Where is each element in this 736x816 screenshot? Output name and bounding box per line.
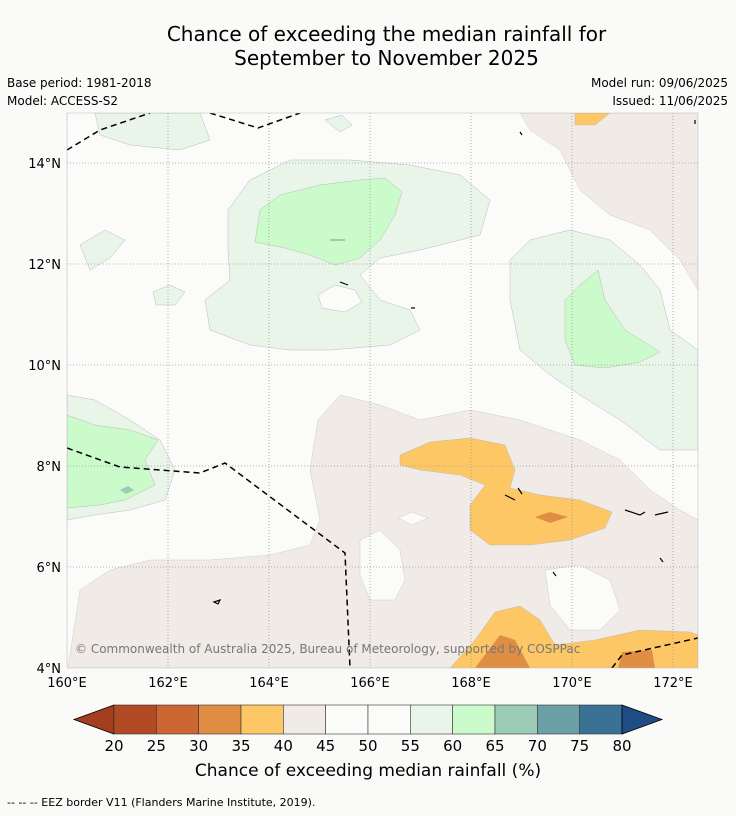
colorbar-segment-40-45: [283, 704, 326, 735]
colorbar-tick-70: 70: [528, 737, 547, 755]
colorbar-segment-65-70: [494, 704, 538, 735]
eez-borders: [67, 113, 698, 668]
title-line-2: September to November 2025: [234, 46, 539, 70]
region-55-60-small-1: [152, 284, 186, 306]
model-run: Model run: 09/06/2025: [590, 76, 728, 90]
colorbar-tick-35: 35: [231, 737, 250, 755]
lat-tick-12: 12°N: [28, 258, 61, 273]
colorbar-tick-60: 60: [443, 737, 462, 755]
lon-tick-164: 164°E: [249, 676, 289, 691]
lon-tick-160: 160°E: [47, 676, 87, 691]
colorbar-segment-60-65: [452, 704, 496, 735]
colorbar-segment-25-30: [156, 704, 199, 735]
colorbar: 20 25 30 35 40 45 50 55 60 65 70 75 80: [72, 704, 664, 755]
lon-tick-168: 168°E: [451, 676, 491, 691]
colorbar-segment-20-25: [113, 704, 157, 735]
colorbar-tick-45: 45: [316, 737, 335, 755]
map-plot-area: © Commonwealth of Australia 2025, Bureau…: [67, 113, 698, 668]
colorbar-tick-55: 55: [401, 737, 420, 755]
region-65-70-west-spot: [120, 486, 134, 494]
lat-axis: 14°N 12°N 10°N 8°N 6°N 4°N: [28, 157, 61, 677]
base-period: Base period: 1981-2018: [7, 76, 152, 90]
meta-right: Model run: 09/06/2025 Issued: 11/06/2025: [591, 74, 728, 110]
colorbar-tick-50: 50: [358, 737, 377, 755]
lon-tick-166: 166°E: [350, 676, 390, 691]
colorbar-segment-30-35: [198, 704, 242, 735]
region-60-65-west: [67, 414, 159, 509]
colorbar-title: Chance of exceeding median rainfall (%): [194, 761, 542, 781]
colorbar-segment-70-75: [537, 704, 580, 735]
colorbar-tick-25: 25: [147, 737, 166, 755]
colorbar-tick-40: 40: [274, 737, 293, 755]
title-line-1: Chance of exceeding the median rainfall …: [166, 22, 607, 46]
lat-tick-8: 8°N: [37, 460, 62, 475]
issued-date: Issued: 11/06/2025: [612, 94, 728, 108]
colorbar-segment-50-55: [367, 704, 411, 735]
lat-tick-14: 14°N: [28, 157, 61, 172]
colorbar-tick-20: 20: [104, 737, 123, 755]
region-60-65-north: [254, 177, 403, 266]
colorbar-tick-30: 30: [189, 737, 208, 755]
region-55-60-small-2: [324, 114, 353, 133]
lon-axis: 160°E 162°E 164°E 166°E 168°E 170°E 172°…: [47, 676, 693, 691]
colorbar-segment-55-60: [410, 704, 453, 735]
lat-tick-10: 10°N: [28, 359, 61, 374]
region-30-35-south-east: [618, 650, 655, 668]
footnote: -- -- -- EEZ border V11 (Flanders Marine…: [7, 796, 316, 809]
lon-tick-170: 170°E: [552, 676, 592, 691]
region-30-35-south: [475, 635, 530, 668]
lat-tick-6: 6°N: [37, 561, 62, 576]
model-name: Model: ACCESS-S2: [7, 94, 119, 108]
colorbar-tick-75: 75: [570, 737, 589, 755]
region-40-45-central: [67, 394, 698, 668]
colorbar-tick-65: 65: [485, 737, 504, 755]
lon-tick-172: 172°E: [653, 676, 693, 691]
colorbar-arrow-high: [621, 704, 664, 735]
region-white-pocket-3: [397, 511, 429, 526]
region-white-pocket-2: [544, 564, 621, 631]
region-white-pocket-4: [317, 284, 363, 313]
map-frame: [66, 112, 699, 669]
map-title: Chance of exceeding the median rainfall …: [0, 22, 736, 70]
region-white-pocket-1: [359, 529, 406, 601]
meta-left: Base period: 1981-2018 Model: ACCESS-S2: [7, 74, 152, 110]
colorbar-segment-75-80: [579, 704, 623, 735]
colorbar-arrow-low: [72, 704, 115, 735]
region-55-60-left: [79, 229, 126, 271]
region-30-35-central: [535, 512, 568, 523]
graticule: [67, 113, 698, 668]
colorbar-segment-45-50: [325, 704, 369, 735]
colorbar-segment-35-40: [240, 704, 284, 735]
region-40-45-east: [519, 113, 698, 291]
lon-tick-162: 162°E: [148, 676, 188, 691]
copyright-text: © Commonwealth of Australia 2025, Bureau…: [75, 642, 580, 656]
region-35-40-north: [574, 113, 611, 126]
island-outlines: [212, 120, 696, 605]
region-65-70-north-spot: [330, 239, 345, 241]
colorbar-tick-80: 80: [612, 737, 631, 755]
lat-tick-4: 4°N: [37, 662, 62, 677]
